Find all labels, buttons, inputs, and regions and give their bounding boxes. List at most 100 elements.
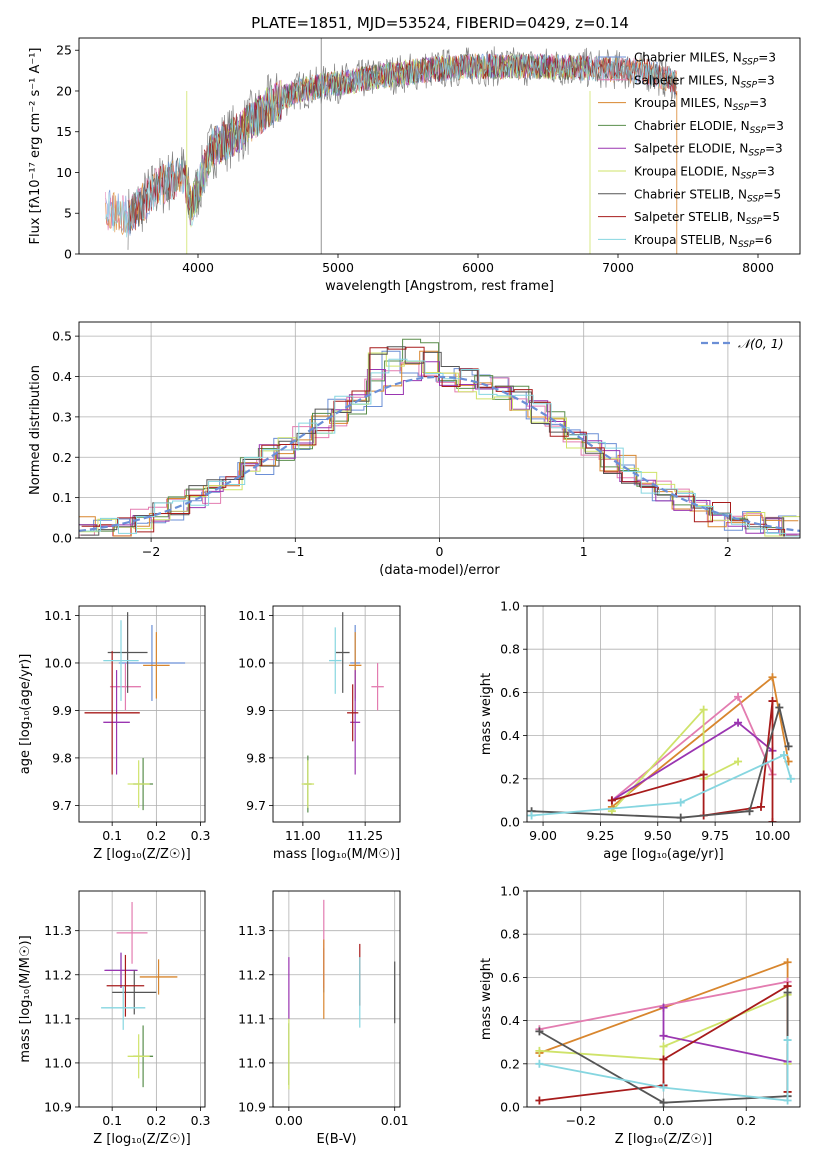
weight-point-marker — [783, 1096, 792, 1105]
y-tick-label: 0.1 — [52, 490, 72, 505]
y-tick-label: 0.2 — [500, 771, 520, 786]
weight-point-marker — [535, 1096, 544, 1105]
weight-point-marker — [535, 1059, 544, 1068]
y-tick-label: 10.1 — [44, 608, 72, 623]
legend-label-suffix: =3 — [757, 73, 775, 87]
histogram-step — [79, 338, 800, 537]
y-tick-label: 10.1 — [238, 608, 266, 623]
weight-point-marker — [784, 742, 793, 751]
x-tick-label: 4000 — [182, 260, 214, 275]
x-tick-label: −1 — [286, 544, 304, 559]
weight-point-marker — [607, 796, 616, 805]
weight-series-line — [611, 700, 774, 822]
x-tick-label: 10.00 — [755, 828, 791, 843]
weight-series-line — [539, 1040, 789, 1102]
weight-point-marker — [699, 770, 708, 779]
plot-area — [288, 899, 396, 1090]
weight-point-marker — [659, 1003, 668, 1012]
x-tick-label: 11.25 — [347, 828, 383, 843]
x-tick-label: 2 — [724, 544, 732, 559]
legend-label-subscript: SSP — [742, 58, 759, 68]
x-axis-label: age [log₁₀(age/yr)] — [603, 847, 724, 862]
z-vs-age-panel: 0.1 0.2 0.3 9.7 9.8 9.9 10.0 10.1 Z [log₁₀(Z/Z☉)… — [18, 605, 211, 862]
weight-point-marker — [768, 818, 777, 822]
plot-frame — [526, 605, 801, 823]
legend-label: Kroupa MILES, NSSP=3 — [634, 96, 767, 113]
y-tick-label: 0.0 — [52, 531, 72, 546]
x-tick-label: 1 — [580, 544, 588, 559]
y-tick-label: 0.8 — [500, 642, 520, 657]
weight-point-marker — [768, 697, 777, 706]
histogram-step — [79, 362, 798, 537]
y-tick-label: 0.4 — [500, 728, 520, 743]
legend-label-subscript: SSP — [741, 80, 758, 90]
weight-point-marker — [757, 802, 765, 811]
x-tick-label: 8000 — [742, 260, 774, 275]
y-tick-label: 0.4 — [500, 1013, 520, 1028]
weight-point-marker — [659, 1098, 668, 1107]
figure-title: PLATE=1851, MJD=53524, FIBERID=0429, z=0… — [251, 14, 629, 32]
plot-frame — [78, 37, 801, 255]
y-axis-label: Normed distribution — [28, 365, 43, 495]
legend-label-text: Kroupa MILES, N — [634, 96, 733, 110]
residuals-panel: −2 −1 0 1 2 0.0 0.1 0.2 0.3 0.4 0.5 (data-model)/er… — [28, 321, 801, 578]
y-tick-label: 0.0 — [500, 815, 520, 830]
y-tick-label: 0.8 — [500, 927, 520, 942]
legend-label: 𝒩(0, 1) — [738, 336, 784, 351]
legend-label-text: Salpeter MILES, N — [634, 73, 741, 87]
x-tick-label: 0.1 — [102, 1113, 122, 1128]
y-tick-label: 11.3 — [238, 923, 266, 938]
legend-label: Chabrier STELIB, NSSP=5 — [634, 187, 781, 204]
x-tick-label: 0.2 — [736, 1113, 756, 1128]
weight-point-marker — [699, 705, 708, 714]
legend-label-suffix: =5 — [762, 210, 780, 224]
y-tick-label: 11.2 — [238, 967, 266, 982]
x-axis-label: E(B-V) — [316, 1132, 356, 1147]
legend-label-subscript: SSP — [746, 217, 763, 227]
legend-label: Salpeter MILES, NSSP=3 — [634, 73, 775, 90]
plot-frame — [78, 605, 206, 823]
x-tick-label: 0.01 — [381, 1113, 409, 1128]
y-tick-label: 11.1 — [44, 1011, 72, 1026]
x-tick-label: 0.1 — [102, 828, 122, 843]
weight-point-marker — [527, 811, 536, 820]
y-tick-label: 11.3 — [44, 923, 72, 938]
plot-frame — [526, 890, 801, 1108]
weight-point-marker — [734, 692, 743, 701]
x-tick-label: 5000 — [322, 260, 354, 275]
legend-label-text: Chabrier STELIB, N — [634, 187, 747, 201]
legend-label-subscript: SSP — [738, 240, 755, 250]
y-axis-label: mass [log₁₀(M/M☉)] — [18, 935, 33, 1062]
legend-label-text: Chabrier MILES, N — [634, 51, 742, 65]
x-tick-label: 9.50 — [644, 828, 672, 843]
y-tick-label: 10.0 — [44, 655, 72, 670]
age-weights-panel: 9.00 9.25 9.50 9.75 10.00 0.0 0.2 0.4 0.6 0.8 1.0 a… — [479, 599, 801, 862]
legend-label-suffix: =3 — [757, 165, 775, 179]
y-tick-label: 0.6 — [500, 970, 520, 985]
legend-label-subscript: SSP — [747, 194, 764, 204]
plot-area — [301, 612, 384, 813]
legend-label: Salpeter ELODIE, NSSP=3 — [634, 142, 783, 159]
plot-frame — [272, 605, 401, 823]
y-tick-label: 0.0 — [500, 1100, 520, 1115]
legend-label-subscript: SSP — [750, 126, 767, 136]
y-tick-label: 0.2 — [52, 450, 72, 465]
weight-point-marker — [659, 1031, 668, 1040]
x-tick-label: 0 — [436, 544, 444, 559]
y-tick-label: 0.2 — [500, 1056, 520, 1071]
model-spectrum-line — [127, 52, 677, 231]
y-tick-label: 9.7 — [246, 798, 266, 813]
y-tick-label: 0.3 — [52, 409, 72, 424]
plot-area — [535, 958, 792, 1107]
y-tick-label: 1.0 — [500, 884, 520, 899]
legend-label-suffix: =5 — [764, 187, 782, 201]
y-tick-label: 10.0 — [238, 655, 266, 670]
x-axis-label: Z [log₁₀(Z/Z☉)] — [93, 1132, 190, 1147]
plot-area — [101, 902, 178, 1088]
x-tick-label: 0.0 — [654, 1113, 674, 1128]
y-tick-label: 0.4 — [52, 369, 72, 384]
weight-point-marker — [535, 1027, 544, 1036]
x-tick-label: 9.75 — [701, 828, 729, 843]
legend-label-suffix: =3 — [758, 51, 776, 65]
z-weights-panel: −0.2 0.0 0.2 0.0 0.2 0.4 0.6 0.8 1.0 Z [log₁₀(Z/Z… — [479, 884, 801, 1147]
